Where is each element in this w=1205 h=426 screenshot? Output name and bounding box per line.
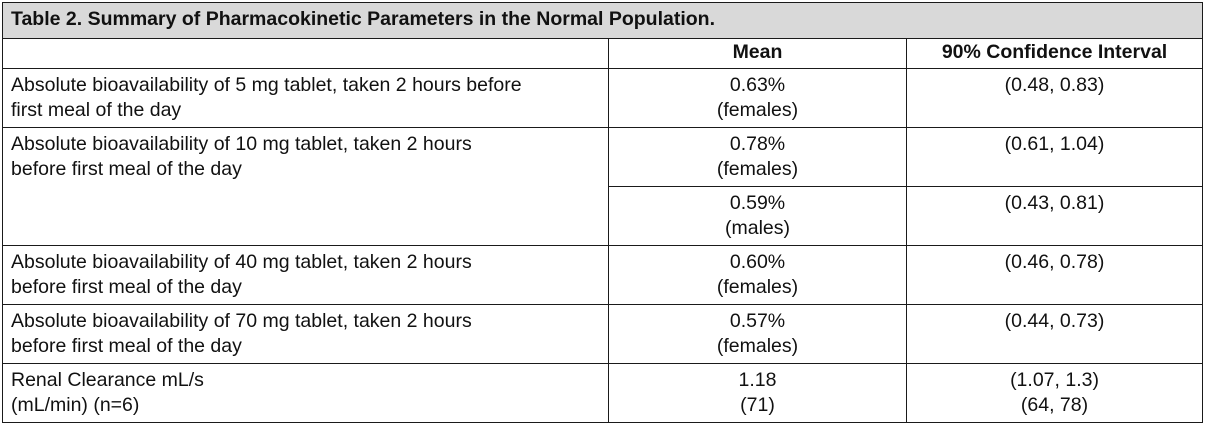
parameter-text: before first meal of the day xyxy=(11,276,242,298)
parameter-text: Absolute bioavailability of 10 mg tablet… xyxy=(11,133,472,155)
parameter-text: (mL/min) (n=6) xyxy=(11,394,140,416)
parameter-text: before first meal of the day xyxy=(11,335,242,357)
mean-group: (females) xyxy=(716,99,799,121)
mean-group: (males) xyxy=(724,217,790,239)
table-title: Table 2. Summary of Pharmacokinetic Para… xyxy=(1,2,1204,39)
table-title-row: Table 2. Summary of Pharmacokinetic Para… xyxy=(1,2,1204,39)
mean-group: (females) xyxy=(716,276,799,298)
parameter-text: Absolute bioavailability of 40 mg tablet… xyxy=(11,251,472,273)
mean-cell: 0.57% (females) xyxy=(608,304,907,364)
table-row: Renal Clearance mL/s (mL/min) (n=6) 1.18… xyxy=(2,363,1204,423)
mean-value: 1.18 xyxy=(738,369,777,391)
mean-value: 0.59% xyxy=(729,192,786,214)
ci-value: (64, 78) xyxy=(1020,394,1089,416)
table-row: Absolute bioavailability of 40 mg tablet… xyxy=(2,245,1204,305)
mean-group: (females) xyxy=(716,335,799,357)
mean-value: 0.60% xyxy=(729,251,786,273)
header-mean: Mean xyxy=(608,38,907,69)
table-header-row: Mean 90% Confidence Interval xyxy=(2,38,1204,69)
table-row: Absolute bioavailability of 70 mg tablet… xyxy=(2,304,1204,364)
mean-group: (females) xyxy=(716,158,799,180)
ci-cell: (0.61, 1.04) xyxy=(905,127,1204,187)
ci-cell: (0.43, 0.81) xyxy=(905,186,1204,246)
mean-value: 0.63% xyxy=(729,74,786,96)
parameter-cell: Absolute bioavailability of 70 mg tablet… xyxy=(2,304,609,364)
ci-value: (0.48, 0.83) xyxy=(1004,74,1105,96)
parameter-text: before first meal of the day xyxy=(11,158,242,180)
mean-cell: 0.63% (females) xyxy=(608,68,907,128)
table-row: Absolute bioavailability of 5 mg tablet,… xyxy=(2,68,1204,128)
parameter-cell: Absolute bioavailability of 10 mg tablet… xyxy=(2,127,609,246)
parameter-text: Absolute bioavailability of 5 mg tablet,… xyxy=(11,74,522,96)
mean-cell: 1.18 (71) xyxy=(608,363,907,423)
ci-value: (1.07, 1.3) xyxy=(1010,369,1099,391)
mean-cell: 0.60% (females) xyxy=(608,245,907,305)
table-body: Absolute bioavailability of 5 mg tablet,… xyxy=(2,68,1204,423)
mean-value: 0.57% xyxy=(729,310,786,332)
table-row: Absolute bioavailability of 10 mg tablet… xyxy=(2,127,1204,246)
ci-value: (0.61, 1.04) xyxy=(1004,133,1105,155)
ci-value: (0.46, 0.78) xyxy=(1004,251,1105,273)
mean-value: (71) xyxy=(740,394,775,416)
ci-cell: (0.44, 0.73) xyxy=(905,304,1204,364)
header-ci: 90% Confidence Interval xyxy=(905,38,1204,69)
ci-cell: (0.48, 0.83) xyxy=(905,68,1204,128)
header-parameter xyxy=(2,38,609,69)
parameter-cell: Absolute bioavailability of 40 mg tablet… xyxy=(2,245,609,305)
parameter-text: Absolute bioavailability of 70 mg tablet… xyxy=(11,310,472,332)
table-row: 0.59% (males) (0.43, 0.81) xyxy=(3,186,1204,246)
ci-value: (0.43, 0.81) xyxy=(1004,192,1105,214)
ci-cell: (0.46, 0.78) xyxy=(905,245,1204,305)
parameter-text: Renal Clearance mL/s xyxy=(11,369,204,391)
mean-value: 0.78% xyxy=(729,133,786,155)
ci-value: (0.44, 0.73) xyxy=(1004,310,1105,332)
parameter-cell: Absolute bioavailability of 5 mg tablet,… xyxy=(2,68,609,128)
mean-cell: 0.59% (males) xyxy=(608,186,907,246)
parameter-text: first meal of the day xyxy=(11,99,182,121)
mean-cell: 0.78% (females) xyxy=(608,127,907,187)
parameter-cell: Renal Clearance mL/s (mL/min) (n=6) xyxy=(2,363,609,423)
ci-cell: (1.07, 1.3) (64, 78) xyxy=(905,363,1204,423)
